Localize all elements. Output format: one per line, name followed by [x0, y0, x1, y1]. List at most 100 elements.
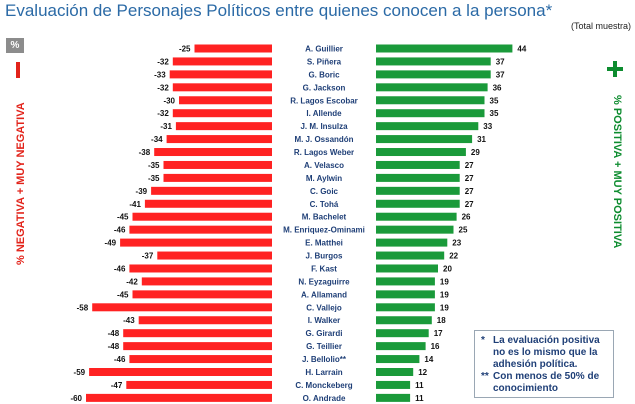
- negative-value-label: -45: [117, 213, 129, 222]
- footnote-1-text: La evaluación positiva no es lo mismo qu…: [493, 335, 600, 370]
- negative-bar: [123, 342, 272, 351]
- negative-value-label: -46: [114, 355, 126, 364]
- negative-value-label: -31: [160, 122, 172, 131]
- negative-value-label: -30: [163, 96, 175, 105]
- negative-value-label: -33: [154, 70, 166, 79]
- positive-bar: [376, 70, 491, 79]
- negative-value-label: -48: [108, 329, 120, 338]
- positive-value-label: 19: [440, 290, 449, 299]
- positive-value-label: 19: [440, 277, 449, 286]
- positive-bar: [376, 264, 438, 273]
- positive-bar: [376, 160, 460, 169]
- positive-bar: [376, 342, 426, 351]
- category-label: I. Walker: [308, 316, 341, 325]
- negative-value-label: -59: [74, 368, 86, 377]
- negative-bar: [129, 264, 272, 273]
- category-label: H. Larrain: [305, 368, 342, 377]
- positive-bar: [376, 199, 460, 208]
- negative-value-label: -25: [179, 45, 191, 54]
- positive-value-label: 23: [452, 239, 461, 248]
- positive-bar: [376, 355, 420, 364]
- category-label: M. Bachelet: [302, 213, 347, 222]
- positive-value-label: 27: [465, 161, 474, 170]
- category-label: J. Burgos: [306, 252, 343, 261]
- positive-value-label: 17: [434, 329, 443, 338]
- positive-bar: [376, 368, 414, 376]
- negative-bar: [175, 122, 272, 131]
- negative-value-label: -49: [105, 239, 117, 248]
- positive-value-label: 19: [440, 303, 449, 312]
- negative-bar: [86, 393, 272, 402]
- negative-bar: [172, 83, 272, 92]
- negative-value-label: -32: [157, 109, 169, 118]
- negative-bar: [166, 135, 272, 144]
- negative-bar: [92, 303, 272, 312]
- positive-value-label: 11: [415, 394, 424, 403]
- positive-bar: [376, 96, 485, 105]
- positive-bar: [376, 44, 513, 53]
- positive-value-label: 29: [471, 148, 480, 157]
- negative-bar: [138, 316, 272, 325]
- negative-value-label: -45: [117, 290, 129, 299]
- category-label: A. Guillier: [305, 45, 343, 54]
- negative-value-label: -60: [70, 394, 82, 403]
- positive-value-label: 27: [465, 174, 474, 183]
- negative-value-label: -58: [77, 303, 89, 312]
- positive-bar: [376, 238, 448, 247]
- negative-bar: [169, 70, 272, 79]
- positive-value-label: 20: [443, 264, 452, 273]
- percent-box: %: [6, 38, 24, 53]
- positive-value-label: 14: [424, 355, 433, 364]
- negative-value-label: -43: [123, 316, 135, 325]
- category-label: C. Vallejo: [306, 303, 342, 312]
- positive-bar: [376, 225, 454, 234]
- positive-value-label: 37: [496, 57, 505, 66]
- negative-bar: [172, 57, 272, 66]
- category-label: G. Boric: [308, 70, 340, 79]
- subtitle: (Total muestra): [570, 21, 631, 31]
- negative-bar: [120, 238, 272, 247]
- positive-value-label: 16: [431, 342, 440, 351]
- positive-bar: [376, 303, 435, 312]
- footnote-2: ** Con menos de 50% de conocimiento: [481, 371, 609, 395]
- category-label: R. Lagos Weber: [294, 148, 354, 157]
- category-label: G. Jackson: [303, 83, 346, 92]
- negative-bar: [157, 251, 272, 260]
- positive-value-label: 22: [449, 252, 458, 261]
- plus-icon: [607, 61, 623, 77]
- negative-value-label: -47: [111, 381, 123, 390]
- category-label: S. Piñera: [307, 57, 342, 66]
- negative-bar: [154, 148, 272, 157]
- positive-value-label: 35: [490, 109, 499, 118]
- positive-bar: [376, 173, 460, 182]
- positive-bar: [376, 83, 488, 92]
- positive-value-label: 27: [465, 200, 474, 209]
- negative-bar: [144, 199, 272, 208]
- negative-bar: [129, 355, 272, 364]
- positive-bar: [376, 393, 411, 402]
- negative-value-label: -32: [157, 83, 169, 92]
- category-label: J. M. Insulza: [300, 122, 348, 131]
- positive-bar: [376, 148, 466, 157]
- positive-value-label: 12: [418, 368, 427, 377]
- footnote-2-text: Con menos de 50% de conocimiento: [493, 371, 600, 394]
- positive-value-label: 35: [490, 96, 499, 105]
- negative-bar: [141, 277, 272, 286]
- right-axis-label: % POSITIVA + MUY POSITIVA: [611, 95, 623, 249]
- positive-value-label: 37: [496, 70, 505, 79]
- negative-value-label: -34: [151, 135, 163, 144]
- negative-value-label: -46: [114, 226, 126, 235]
- negative-value-label: -35: [148, 161, 160, 170]
- category-label: C. Tohá: [310, 200, 339, 209]
- negative-bar: [129, 225, 272, 234]
- page-title: Evaluación de Personajes Políticos entre…: [5, 1, 553, 20]
- positive-bar: [376, 329, 429, 338]
- positive-bar: [376, 135, 473, 144]
- negative-value-label: -37: [142, 252, 154, 261]
- minus-icon: [16, 62, 20, 78]
- positive-bar: [376, 251, 445, 260]
- positive-bar: [376, 109, 485, 118]
- positive-value-label: 25: [459, 226, 468, 235]
- negative-bar: [132, 212, 272, 221]
